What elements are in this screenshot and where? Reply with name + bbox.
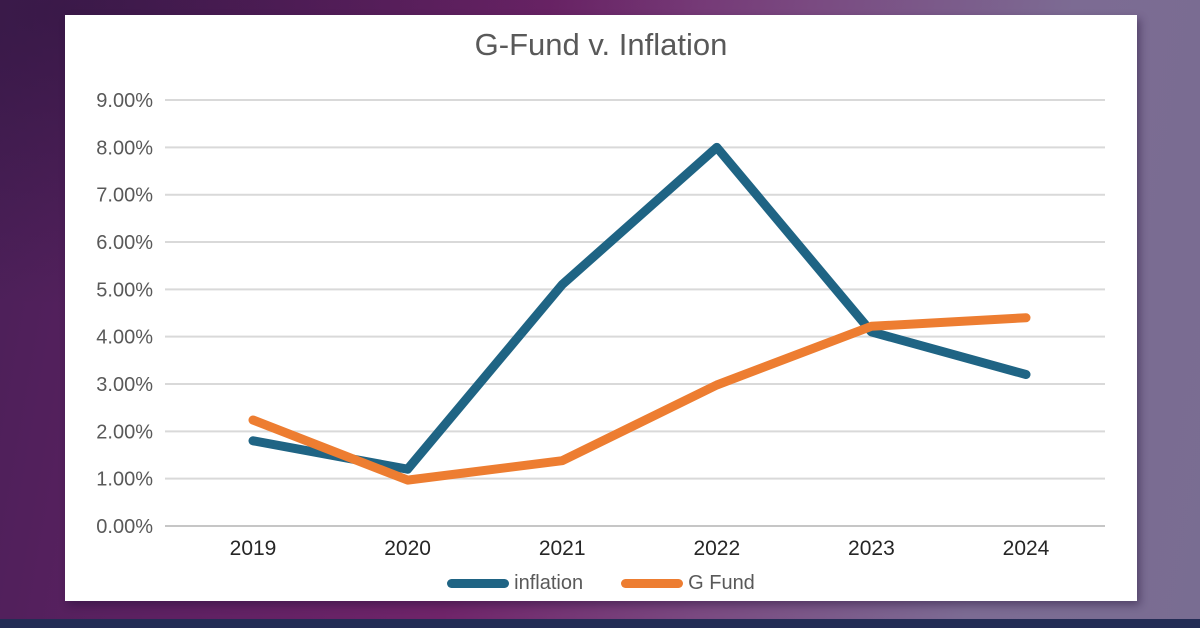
y-axis-label: 8.00% (96, 137, 153, 159)
series-line-g-fund (248, 313, 1031, 485)
x-axis-label: 2019 (230, 537, 277, 560)
legend-item-inflation: inflation (447, 572, 583, 595)
data-series (248, 142, 1031, 485)
gridlines (165, 99, 1105, 527)
y-axis-label: 2.00% (96, 421, 153, 443)
line-chart: 0.00% 1.00% 2.00% 3.00% 4.00% 5.00% 6.00% 7.00%… (96, 27, 1105, 560)
y-axis-label: 1.00% (96, 469, 153, 491)
legend-swatch (621, 578, 684, 588)
legend-label: inflation (514, 571, 584, 594)
y-axis-label: 5.00% (96, 279, 153, 301)
x-axis-label: 2021 (539, 537, 586, 560)
chart-title: G-Fund v. Inflation (475, 27, 728, 62)
y-axis-labels: 0.00% 1.00% 2.00% 3.00% 4.00% 5.00% 6.00% 7.00%… (96, 90, 153, 538)
series-line-inflation (248, 142, 1031, 474)
x-axis-label: 2022 (693, 537, 740, 560)
y-axis-label: 7.00% (96, 185, 153, 207)
legend-item-g-fund: G Fund (621, 572, 755, 595)
y-axis-label: 6.00% (96, 232, 153, 254)
y-axis-label: 4.00% (96, 327, 153, 349)
bottom-accent-bar (0, 619, 1200, 628)
x-axis-label: 2024 (1003, 537, 1050, 560)
chart-card: 0.00% 1.00% 2.00% 3.00% 4.00% 5.00% 6.00% 7.00%… (65, 15, 1137, 601)
x-axis-label: 2020 (384, 537, 431, 560)
legend-label: G Fund (688, 571, 755, 594)
x-axis-labels: 2019 2020 2021 2022 2023 2024 (230, 537, 1050, 560)
y-axis-label: 3.00% (96, 374, 153, 396)
x-axis-label: 2023 (848, 537, 895, 560)
chart-legend: inflation G Fund (65, 569, 1137, 597)
y-axis-label: 0.00% (96, 516, 153, 538)
legend-swatch (447, 578, 510, 588)
y-axis-label: 9.00% (96, 90, 153, 112)
